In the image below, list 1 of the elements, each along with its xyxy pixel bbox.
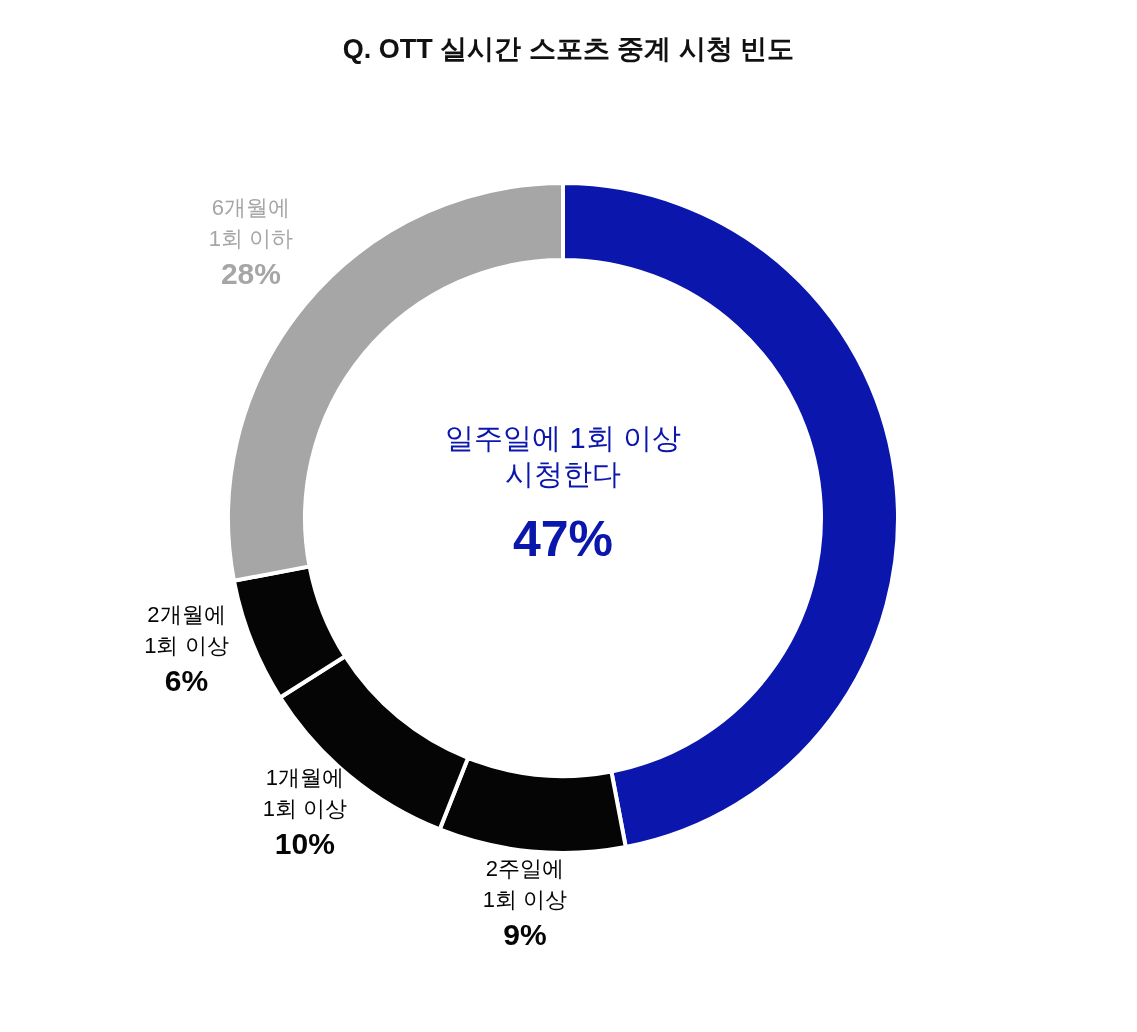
title: Q. OTT 실시간 스포츠 중계 시청 빈도 [342, 34, 795, 64]
